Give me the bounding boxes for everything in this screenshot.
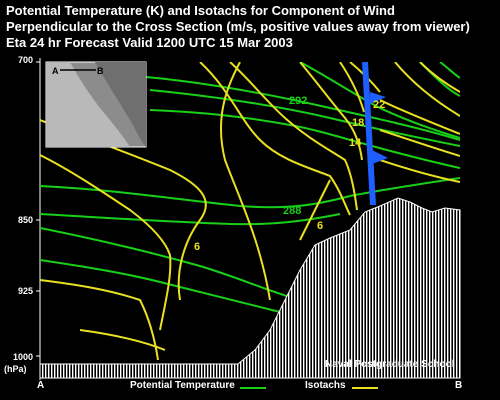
endpoint-b: B: [455, 380, 463, 391]
wind-barb: [362, 62, 388, 205]
isotach-label: 14: [349, 137, 362, 149]
level-925: 925: [17, 286, 33, 296]
theta-label: 288: [283, 205, 301, 217]
pressure-unit: (hPa): [4, 364, 27, 374]
isotach-label: 22: [373, 99, 385, 111]
endpoint-a: A: [37, 380, 45, 391]
theta-label: 292: [289, 95, 307, 107]
title-line-2: Perpendicular to the Cross Section (m/s,…: [6, 19, 470, 34]
level-850: 850: [17, 215, 33, 225]
legend-isotach-label: Isotachs: [305, 380, 346, 391]
level-1000: 1000: [12, 352, 33, 362]
title-line-3: Eta 24 hr Forecast Valid 1200 UTC 15 Mar…: [6, 35, 293, 50]
title-line-1: Potential Temperature (K) and Isotachs f…: [6, 3, 395, 18]
theta-contours: [40, 62, 460, 313]
legend-theta-label: Potential Temperature: [130, 380, 235, 391]
legend-theta-swatch: [240, 387, 266, 389]
legend-isotach-swatch: [352, 387, 378, 389]
inset-map: A B: [45, 61, 147, 148]
level-700: 700: [17, 55, 33, 65]
isotach-label: 18: [352, 117, 364, 129]
terrain-profile: [39, 197, 461, 379]
isotach-label: 6: [317, 220, 323, 232]
isotach-label: 6: [194, 241, 200, 253]
credit-text: Naval Postgraduate School: [325, 359, 455, 370]
inset-label-b: B: [97, 66, 104, 76]
inset-label-a: A: [52, 66, 59, 76]
